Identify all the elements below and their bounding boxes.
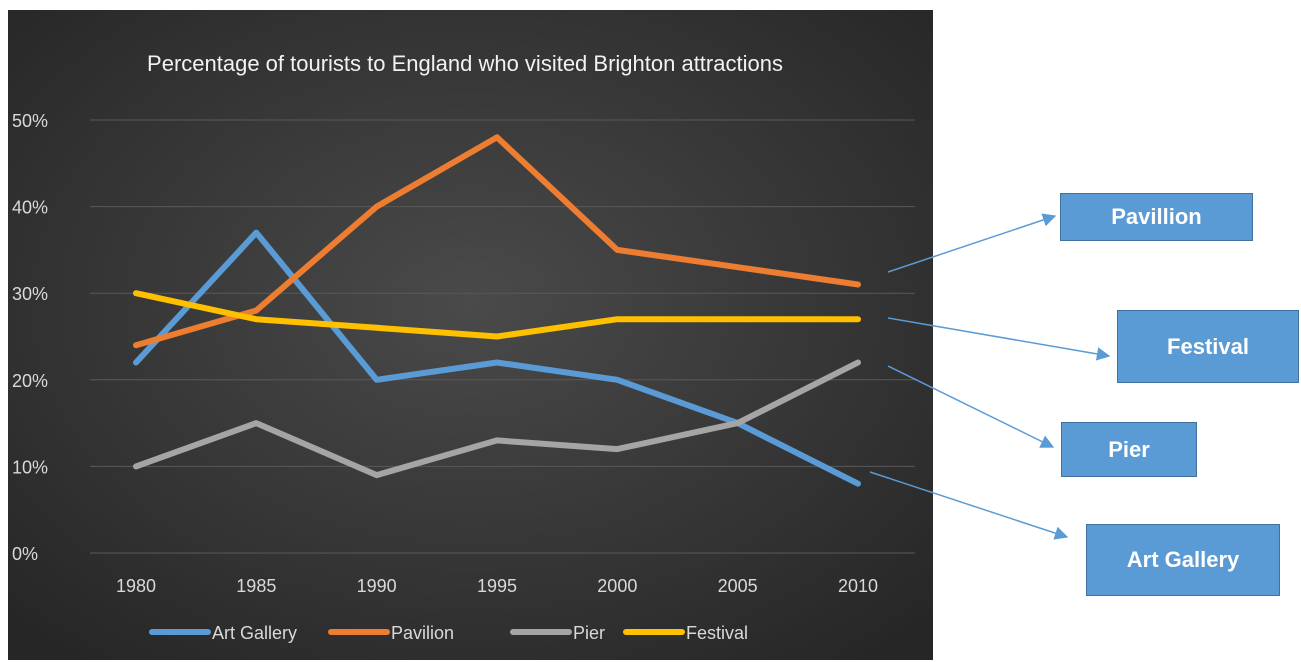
arrow-pavillion (887, 213, 1057, 273)
y-tick-label: 0% (12, 544, 38, 564)
callout-festival: Festival (1117, 310, 1299, 383)
y-tick-label: 40% (12, 198, 48, 218)
y-tick-label: 20% (12, 371, 48, 391)
arrow-art-gallery (869, 471, 1069, 540)
series-line-pier (133, 359, 861, 479)
x-tick-label: 2005 (718, 576, 758, 596)
series-line-festival (133, 290, 861, 340)
callout-pavillion-label: Pavillion (1111, 204, 1202, 229)
callout-pier-label: Pier (1108, 436, 1150, 462)
y-tick-label: 10% (12, 457, 48, 477)
series-line-pavilion (133, 134, 861, 349)
arrow-pier (887, 365, 1055, 448)
legend-label-festival: Festival (686, 623, 748, 643)
y-tick-label: 50% (12, 111, 48, 131)
x-tick-label: 1985 (236, 576, 276, 596)
x-tick-label: 1995 (477, 576, 517, 596)
callout-pavillion: Pavillion (1060, 193, 1253, 241)
callout-art-gallery: Art Gallery (1086, 524, 1280, 596)
chart-title: Percentage of tourists to England who vi… (147, 51, 783, 76)
callout-arrows (869, 213, 1111, 540)
legend-label-pier: Pier (573, 623, 605, 643)
x-tick-label: 1990 (357, 576, 397, 596)
callout-pier: Pier (1061, 422, 1197, 477)
x-tick-label: 2010 (838, 576, 878, 596)
legend-label-art-gallery: Art Gallery (212, 623, 297, 643)
y-axis-ticks: 0% 10% 20% 30% 40% 50% (12, 111, 48, 564)
callout-art-gallery-label: Art Gallery (1126, 547, 1240, 572)
x-tick-label: 1980 (116, 576, 156, 596)
x-axis-ticks: 1980 1985 1990 1995 2000 2005 2010 (116, 576, 878, 596)
arrow-festival (887, 317, 1111, 361)
callout-festival-label: Festival (1167, 333, 1249, 359)
y-tick-label: 30% (12, 284, 48, 304)
legend: Art Gallery Pavilion Pier Festival (149, 623, 748, 643)
x-tick-label: 2000 (597, 576, 637, 596)
gridlines (90, 119, 915, 554)
series-lines (133, 134, 861, 487)
legend-label-pavilion: Pavilion (391, 623, 454, 643)
